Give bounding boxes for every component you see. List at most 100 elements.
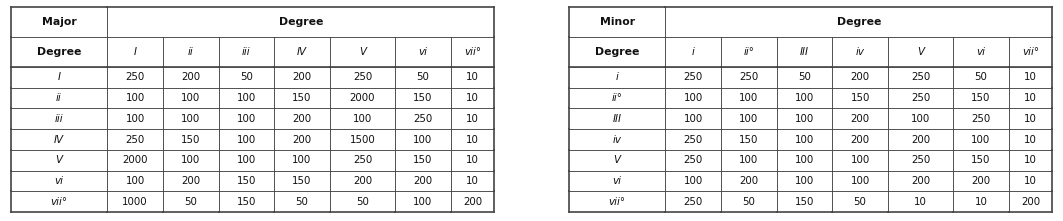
Bar [107, 7, 494, 37]
Text: 200: 200 [850, 72, 870, 82]
Bar [1009, 37, 1052, 67]
Text: 100: 100 [739, 93, 759, 103]
Bar [219, 88, 274, 108]
Bar [888, 191, 954, 212]
Text: 100: 100 [237, 93, 256, 103]
Text: 50: 50 [240, 72, 253, 82]
Bar [665, 108, 721, 129]
Bar [330, 37, 395, 67]
Text: 150: 150 [292, 176, 311, 186]
Bar [107, 108, 163, 129]
Text: 150: 150 [972, 155, 991, 165]
Bar [1009, 88, 1052, 108]
Text: 1000: 1000 [122, 197, 148, 207]
Bar [274, 67, 330, 88]
Bar [163, 129, 219, 150]
Text: 2000: 2000 [350, 93, 375, 103]
Text: 10: 10 [975, 197, 988, 207]
Bar [665, 37, 721, 67]
Bar [954, 191, 1009, 212]
Bar [274, 150, 330, 171]
Bar [330, 191, 395, 212]
Text: 250: 250 [684, 135, 703, 145]
Bar [451, 37, 494, 67]
Text: 150: 150 [414, 93, 433, 103]
Text: 10: 10 [466, 155, 479, 165]
Text: 100: 100 [414, 135, 433, 145]
Bar [219, 108, 274, 129]
Bar [274, 129, 330, 150]
Text: 100: 100 [850, 155, 870, 165]
Bar [395, 171, 451, 191]
Text: 100: 100 [795, 176, 814, 186]
Text: 200: 200 [292, 135, 311, 145]
Text: 250: 250 [125, 135, 145, 145]
Text: 250: 250 [684, 72, 703, 82]
Text: 200: 200 [181, 72, 200, 82]
Text: III: III [612, 114, 622, 124]
Text: ii°: ii° [611, 93, 623, 103]
Bar [665, 7, 1052, 37]
Bar [1009, 150, 1052, 171]
Bar [888, 37, 954, 67]
Text: 250: 250 [353, 155, 372, 165]
Text: Degree: Degree [837, 17, 881, 27]
Bar [954, 108, 1009, 129]
Bar [330, 129, 395, 150]
Bar [832, 108, 888, 129]
Text: V: V [359, 47, 366, 57]
Bar [163, 171, 219, 191]
Bar [163, 108, 219, 129]
Bar [11, 7, 107, 37]
Bar [107, 88, 163, 108]
Text: 100: 100 [684, 114, 703, 124]
Text: Degree: Degree [37, 47, 81, 57]
Text: 200: 200 [292, 114, 311, 124]
Bar [163, 150, 219, 171]
Text: IV: IV [297, 47, 307, 57]
Bar [107, 37, 163, 67]
Bar [954, 171, 1009, 191]
Text: 10: 10 [1024, 135, 1037, 145]
Text: 150: 150 [181, 135, 201, 145]
Text: 200: 200 [463, 197, 483, 207]
Bar [163, 88, 219, 108]
Text: 10: 10 [466, 93, 479, 103]
Bar [721, 171, 777, 191]
Text: 50: 50 [296, 197, 308, 207]
Text: 10: 10 [1024, 176, 1037, 186]
Bar [274, 88, 330, 108]
Text: 50: 50 [417, 72, 429, 82]
Bar [569, 7, 665, 37]
Bar [569, 88, 665, 108]
Text: 50: 50 [854, 197, 866, 207]
Bar [1009, 108, 1052, 129]
Text: V: V [55, 155, 63, 165]
Bar [832, 88, 888, 108]
Text: Major: Major [41, 17, 77, 27]
Bar [219, 67, 274, 88]
Text: 200: 200 [911, 176, 930, 186]
Text: 100: 100 [353, 114, 372, 124]
Bar [721, 129, 777, 150]
Bar [330, 150, 395, 171]
Bar [721, 150, 777, 171]
Text: i: i [615, 72, 619, 82]
Text: 200: 200 [414, 176, 433, 186]
Text: 50: 50 [356, 197, 369, 207]
Bar [11, 37, 107, 67]
Bar [163, 191, 219, 212]
Text: 100: 100 [181, 155, 201, 165]
Text: 10: 10 [466, 114, 479, 124]
Text: I: I [134, 47, 137, 57]
Bar [888, 88, 954, 108]
Bar [888, 129, 954, 150]
Text: 100: 100 [237, 135, 256, 145]
Text: 200: 200 [181, 176, 200, 186]
Text: 100: 100 [739, 155, 759, 165]
Text: I: I [57, 72, 61, 82]
Text: 150: 150 [739, 135, 759, 145]
Bar [721, 67, 777, 88]
Text: vi: vi [977, 47, 985, 57]
Bar [665, 88, 721, 108]
